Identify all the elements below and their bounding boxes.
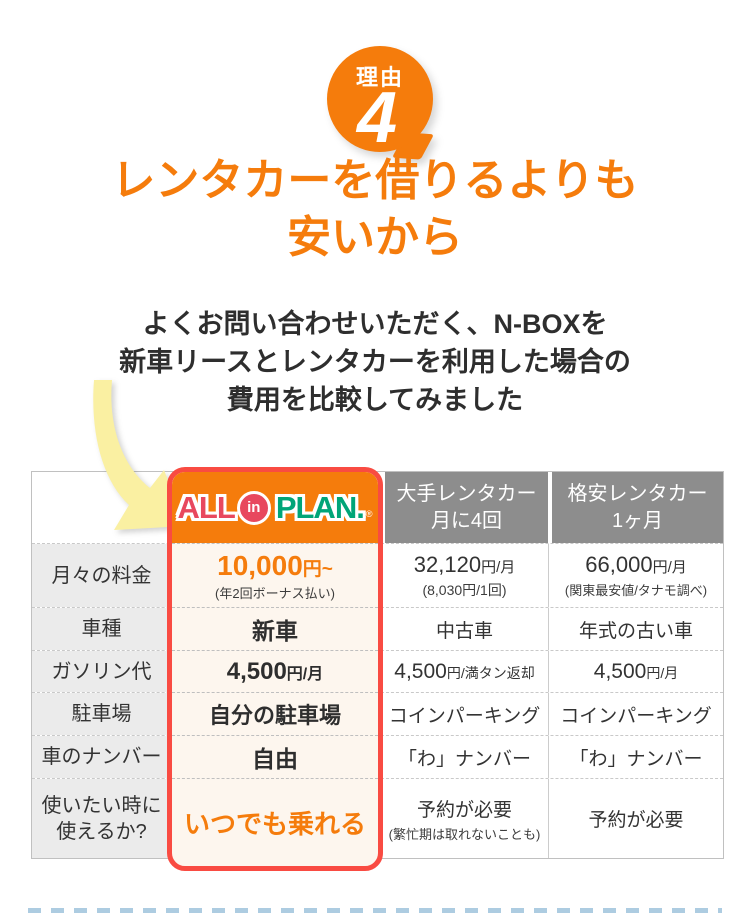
value-unit: 円/月 bbox=[286, 665, 324, 683]
logo-plan-text: PLAN. bbox=[275, 490, 365, 525]
badge-label: 理由 bbox=[355, 65, 404, 90]
row-label: ガソリン代 bbox=[32, 651, 171, 692]
value-cell: コインパーキング bbox=[388, 705, 541, 727]
value-unit: 円/月 bbox=[646, 664, 679, 681]
value-number: 66,000 bbox=[585, 552, 653, 577]
curved-arrow-icon bbox=[93, 380, 186, 530]
intro-text: よくお問い合わせいただく、N-BOXを 新車リースとレンタカーを利用した場合の … bbox=[119, 309, 631, 415]
allinplan-highlight-column: ALL in PLAN. ® 10,000 円~ (年2回ボーナス払い) 新車 4… bbox=[167, 467, 383, 871]
row-label: 月々の料金 bbox=[32, 544, 171, 607]
plan-availability: いつでも乗れる bbox=[172, 778, 378, 866]
value-number: 32,120 bbox=[413, 551, 482, 577]
logo-in-text: in bbox=[247, 499, 261, 516]
row-label: 使いたい時に 使えるか? bbox=[32, 779, 171, 858]
value-note: (年2回ボーナス払い) bbox=[215, 585, 335, 601]
value-unit: 円/満タン返却 bbox=[446, 664, 535, 681]
value-cell: 年式の古い車 bbox=[548, 608, 723, 650]
plan-car-type: 新車 bbox=[172, 607, 378, 650]
value-note: (繁忙期は取れないことも) bbox=[388, 826, 541, 842]
plan-monthly-fee: 10,000 円~ (年2回ボーナス払い) bbox=[172, 543, 378, 607]
plan-license-plate: 自由 bbox=[172, 735, 378, 778]
value-number: 4,500 bbox=[394, 659, 447, 683]
header-major-rental: 大手レンタカー 月に4回 bbox=[385, 472, 548, 543]
logo-in-circle-icon: in bbox=[236, 490, 271, 525]
allinplan-header: ALL in PLAN. ® bbox=[172, 472, 378, 543]
value-cell: 「わ」ナンバー bbox=[548, 736, 723, 778]
value-number: 10,000 bbox=[217, 549, 303, 581]
bottom-dashed-divider bbox=[28, 908, 722, 913]
registered-trademark-icon: ® bbox=[365, 508, 373, 519]
value-cell: 4,500 円/満タン返却 bbox=[381, 651, 548, 692]
value-cell: コインパーキング bbox=[548, 693, 723, 735]
value-text: 予約が必要 bbox=[416, 799, 512, 821]
value-cell: 「わ」ナンバー bbox=[397, 748, 531, 770]
row-label: 車のナンバー bbox=[32, 736, 171, 778]
logo-all-text: ALL bbox=[177, 490, 236, 525]
value-unit: 円/月 bbox=[652, 559, 687, 576]
badge-number: 4 bbox=[356, 78, 398, 158]
value-cell: 予約が必要 bbox=[548, 779, 723, 858]
value-cell: 中古車 bbox=[435, 620, 493, 642]
plan-parking: 自分の駐車場 bbox=[172, 692, 378, 735]
row-label: 駐車場 bbox=[32, 693, 171, 735]
value-note: (関東最安値/タナモ調べ) bbox=[564, 583, 708, 598]
value-cell: 32,120 円/月 (8,030円/1回) bbox=[381, 544, 548, 607]
value-cell: 66,000 円/月 (関東最安値/タナモ調べ) bbox=[548, 544, 723, 607]
value-cell: 予約が必要 (繁忙期は取れないことも) bbox=[381, 779, 548, 858]
plan-gasoline: 4,500 円/月 bbox=[172, 650, 378, 692]
value-number: 4,500 bbox=[226, 657, 287, 685]
row-label: 車種 bbox=[32, 608, 171, 650]
allinplan-logo: ALL in PLAN. ® bbox=[177, 490, 373, 525]
reason-badge: 理由 4 bbox=[327, 46, 435, 166]
value-cell: 4,500 円/月 bbox=[548, 651, 723, 692]
value-number: 4,500 bbox=[593, 659, 647, 683]
value-note: (8,030円/1回) bbox=[422, 581, 507, 598]
value-unit: 円/月 bbox=[481, 558, 516, 576]
value-unit: 円~ bbox=[302, 558, 333, 580]
page-title: レンタカーを借りるよりも 安いから bbox=[111, 156, 639, 263]
header-cheap-rental: 格安レンタカー 1ヶ月 bbox=[552, 472, 723, 543]
badge-circle: 理由 4 bbox=[327, 46, 433, 158]
